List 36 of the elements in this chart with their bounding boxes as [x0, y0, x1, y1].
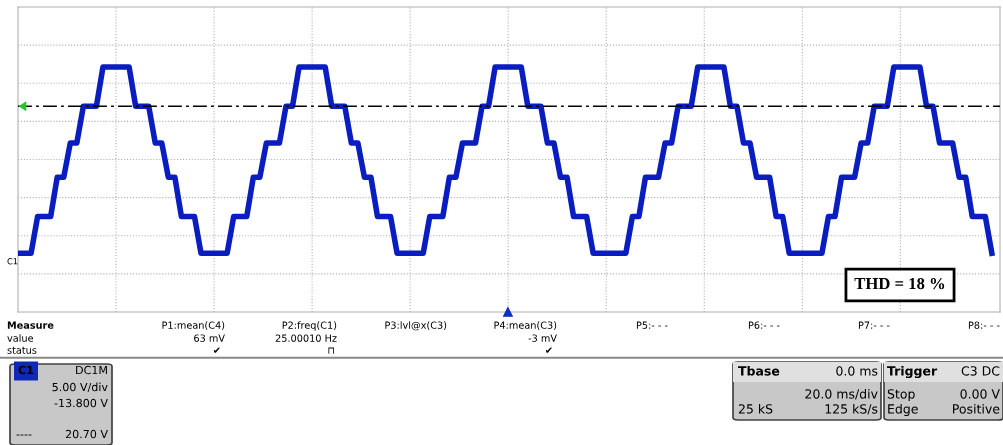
- text: 63 mV: [194, 334, 225, 342]
- text: Tbase: [738, 365, 780, 376]
- text: P7:- - -: [858, 321, 890, 329]
- text: 25.00010 Hz: [275, 334, 337, 342]
- text: status: [7, 346, 37, 354]
- text: Edge: [888, 403, 918, 417]
- text: DC1M: [76, 365, 107, 375]
- text: 20.0 ms/div: [805, 388, 878, 400]
- text: P8:- - -: [968, 321, 1000, 329]
- text: 0.0 ms: [836, 366, 878, 376]
- text: value: [7, 334, 34, 342]
- text: C3 DC: [961, 366, 1000, 376]
- text: ⊓: [328, 347, 334, 354]
- text: Measure: [7, 321, 54, 329]
- text: 20.70 V: [65, 429, 108, 439]
- text: Stop: [887, 389, 915, 402]
- text: P6:- - -: [748, 321, 780, 329]
- text: -3 mV: [528, 334, 557, 342]
- text: Positive: [953, 403, 1000, 414]
- text: 125 kS/s: [825, 403, 878, 415]
- text: 0.00 V: [960, 389, 1000, 399]
- text: ✔: [545, 347, 552, 353]
- text: -13.800 V: [54, 398, 108, 408]
- text: ----: [16, 434, 32, 436]
- text: P4:mean(C3): [494, 321, 557, 330]
- text: P1:mean(C4): [162, 321, 225, 330]
- text: C1: [7, 258, 18, 265]
- text: P2:freq(C1): [282, 321, 337, 331]
- text: Trigger: [887, 365, 938, 379]
- text: P3:lvl@x(C3): [385, 321, 447, 331]
- text: 25 kS: [738, 403, 773, 414]
- text: 5.00 V/div: [52, 382, 108, 393]
- text: P5:- - -: [636, 321, 668, 329]
- text: ✔: [213, 347, 220, 353]
- annotation: THD = 18 %: [854, 277, 945, 290]
- text: C1: [18, 365, 34, 375]
